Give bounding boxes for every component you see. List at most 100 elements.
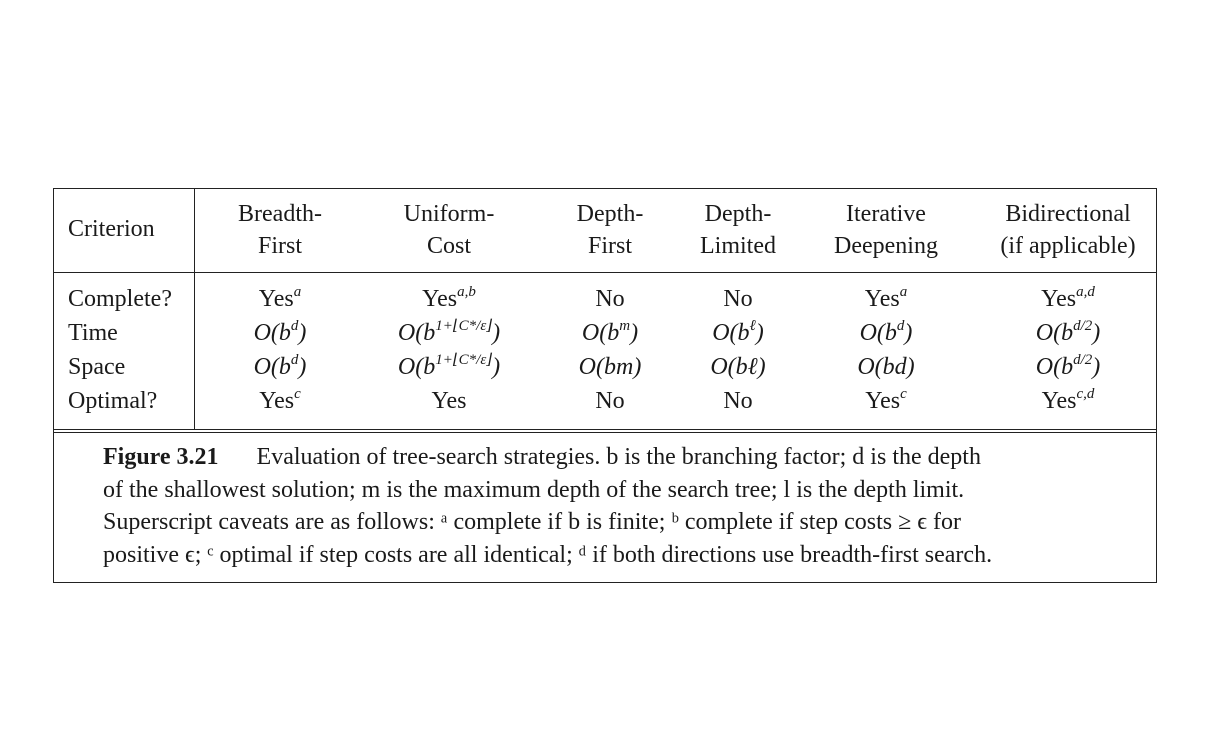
cell-value: Yes [864, 286, 900, 312]
cell-value: Yes [1041, 286, 1077, 312]
table-cell: Yesa,d [1041, 284, 1095, 313]
cell-close-paren: ) [904, 320, 913, 346]
col-header-line1: Bidirectional [1005, 201, 1131, 227]
cell-value: O(b [397, 320, 436, 346]
table-cell: O(bd) [859, 318, 913, 347]
cell-value: O(b [712, 320, 750, 346]
table-cell: O(bd) [857, 354, 914, 381]
cell-value: O(b [253, 354, 291, 380]
cell-superscript: c [294, 386, 301, 402]
cell-value: O(bℓ) [710, 354, 766, 380]
table-cell: Yesc [865, 386, 907, 415]
criterion-header: Criterion [68, 213, 155, 245]
table-cell: Yes [432, 388, 467, 415]
cell-close-paren: ) [755, 320, 764, 346]
cell-close-paren: ) [298, 320, 307, 346]
table-cell: No [595, 388, 624, 415]
col-header-line1: Depth- [576, 201, 644, 227]
table-cell: Yesc,d [1041, 387, 1095, 415]
cell-value: O(b [1035, 320, 1074, 346]
cell-superscript: 1+⌊C*/ε⌋ [435, 352, 493, 368]
cell-superscript: d/2 [1073, 318, 1093, 334]
col-header-line2: Cost [426, 233, 471, 259]
cell-superscript: ℓ [749, 318, 756, 334]
caption-rule-top [53, 429, 1157, 430]
cell-value: O(bm) [578, 354, 642, 380]
table-cell: Yesc [259, 386, 301, 415]
table-cell: O(bd) [253, 352, 307, 381]
cell-close-paren: ) [492, 354, 501, 380]
col-header-breadth-first: Breadth- First [238, 198, 322, 262]
col-header-line2: First [257, 233, 302, 259]
table-cell: Yesa [258, 284, 302, 313]
cell-value: O(b [581, 320, 620, 346]
cell-close-paren: ) [1092, 354, 1101, 380]
col-header-bidirectional: Bidirectional (if applicable) [1000, 198, 1135, 262]
cell-superscript: a,d [1076, 284, 1095, 300]
table-cell: No [595, 286, 624, 313]
table-cell: No [723, 388, 752, 415]
table-cell: O(b1+⌊C*/ε⌋) [397, 352, 501, 381]
caption-line-1: Figure 3.21 Evaluation of tree-search str… [103, 441, 1113, 474]
cell-superscript: d [290, 318, 299, 334]
table-cell: O(bd) [253, 318, 307, 347]
column-divider [194, 188, 195, 430]
caption-line-3: Superscript caveats are as follows: ᵃ co… [103, 509, 961, 535]
cell-superscript: d [896, 318, 905, 334]
cell-superscript: a,b [457, 284, 476, 300]
cell-value: O(b [859, 320, 897, 346]
col-header-line2: First [587, 233, 632, 259]
table-cell: O(b1+⌊C*/ε⌋) [397, 318, 501, 347]
cell-value: Yes [422, 286, 458, 312]
table-cell: O(bm) [579, 354, 642, 381]
row-label-space: Space [68, 354, 126, 380]
col-header-line2: Deepening [834, 233, 938, 259]
cell-value: O(b [253, 320, 291, 346]
col-header-line1: Iterative [846, 201, 926, 227]
cell-value: Yes [258, 286, 294, 312]
table-cell: O(bm) [581, 318, 639, 347]
col-header-depth-limited: Depth- Limited [700, 198, 776, 262]
table-cell: O(bℓ) [710, 354, 765, 381]
caption-text-1: Evaluation of tree-search strategies. b … [256, 444, 981, 470]
cell-value: O(b [1035, 354, 1074, 380]
col-header-line2: (if applicable) [1000, 233, 1136, 259]
row-label-optimal: Optimal? [68, 388, 158, 414]
col-header-line1: Breadth- [238, 201, 322, 227]
cell-value: Yes [259, 388, 295, 414]
caption-line-2: of the shallowest solution; m is the max… [103, 476, 965, 503]
cell-superscript: d [290, 352, 299, 368]
cell-value: Yes [1041, 388, 1077, 414]
cell-superscript: a [293, 284, 302, 300]
cell-close-paren: ) [298, 354, 307, 380]
cell-value: O(bd) [857, 354, 915, 380]
cell-close-paren: ) [630, 320, 639, 346]
row-label-complete: Complete? [68, 286, 172, 312]
cell-superscript: m [619, 318, 631, 334]
cell-superscript: d/2 [1073, 352, 1093, 368]
col-header-uniform-cost: Uniform- Cost [404, 198, 495, 262]
table-frame [53, 188, 1157, 583]
header-rule [53, 272, 1157, 273]
col-header-depth-first: Depth- First [577, 198, 644, 262]
caption-rule-bottom [53, 432, 1157, 433]
cell-superscript: a [899, 284, 908, 300]
cell-value: No [723, 388, 753, 414]
caption-line-4: positive ϵ; ᶜ optimal if step costs are … [103, 541, 993, 568]
table-cell: Yesa [864, 284, 908, 313]
cell-value: No [595, 286, 625, 312]
table-cell: Yesa,b [422, 284, 476, 313]
col-header-line1: Depth- [704, 201, 772, 227]
table-cell: No [723, 286, 752, 313]
cell-superscript: c [900, 386, 907, 402]
table-cell: O(bℓ) [712, 318, 764, 347]
cell-value: O(b [397, 354, 436, 380]
cell-superscript: 1+⌊C*/ε⌋ [435, 318, 493, 334]
figure-label: Figure 3.21 [103, 444, 219, 470]
cell-value: Yes [431, 388, 467, 414]
figure-caption: Figure 3.21 Evaluation of tree-search str… [103, 441, 1113, 571]
cell-close-paren: ) [492, 320, 501, 346]
cell-value: No [723, 286, 753, 312]
cell-value: No [595, 388, 625, 414]
table-cell: O(bd/2) [1035, 352, 1101, 381]
